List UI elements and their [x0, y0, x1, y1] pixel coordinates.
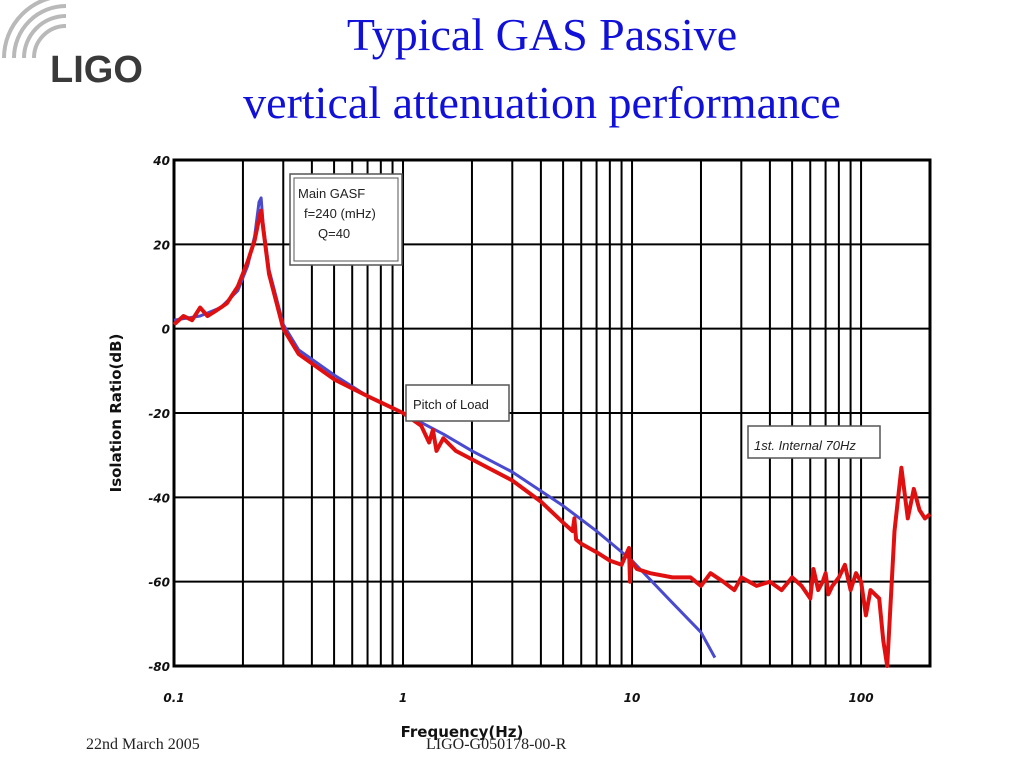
- annotation-text: 1st. Internal 70Hz: [754, 438, 856, 453]
- y-tick-label: -20: [148, 407, 170, 421]
- footer-date: 22nd March 2005: [86, 736, 200, 753]
- x-axis-label: Frequency(Hz): [401, 723, 524, 741]
- annotation-box-inner: [293, 177, 399, 262]
- isolation-ratio-chart: 0.1 1 10 100 40 20 0 -20 -40 -60 -80 Frequency(Hz) I…: [107, 154, 932, 741]
- y-tick-label: -60: [148, 576, 170, 590]
- x-tick-label: 1: [399, 691, 407, 705]
- y-tick-label: 40: [152, 154, 170, 168]
- annotation-box-2: [405, 384, 510, 422]
- annotation-box-3: [747, 425, 881, 459]
- x-tick-label: 10: [624, 691, 641, 705]
- annotation-box-1: [289, 173, 403, 266]
- annotation-text: Main GASF: [298, 186, 365, 201]
- y-tick-label: -80: [148, 660, 170, 674]
- footer-doc-id: LIGO-G050178-00-R: [426, 736, 567, 753]
- plot-frame: [172, 158, 932, 668]
- x-tick-label: 0.1: [163, 691, 184, 705]
- y-tick-label: -40: [148, 491, 170, 505]
- chart-panel: 0.1 1 10 100 40 20 0 -20 -40 -60 -80 Frequency(Hz) I…: [103, 137, 958, 742]
- slide-title-line1: Typical GAS Passive: [346, 9, 738, 60]
- annotation-text: f=240 (mHz): [304, 206, 376, 221]
- y-tick-label: 20: [153, 238, 170, 252]
- logo-wordmark: LIGO: [50, 49, 143, 91]
- annotation-text: Pitch of Load: [413, 397, 489, 412]
- x-tick-label: 100: [849, 691, 874, 705]
- slide-title-line2: vertical attenuation performance: [243, 77, 841, 128]
- y-tick-label: 0: [162, 323, 170, 337]
- series-line-2: [172, 208, 932, 668]
- ligo-logo: LIGO: [2, 0, 143, 91]
- annotation-text: Q=40: [318, 226, 350, 241]
- y-axis-label: Isolation Ratio(dB): [107, 334, 125, 493]
